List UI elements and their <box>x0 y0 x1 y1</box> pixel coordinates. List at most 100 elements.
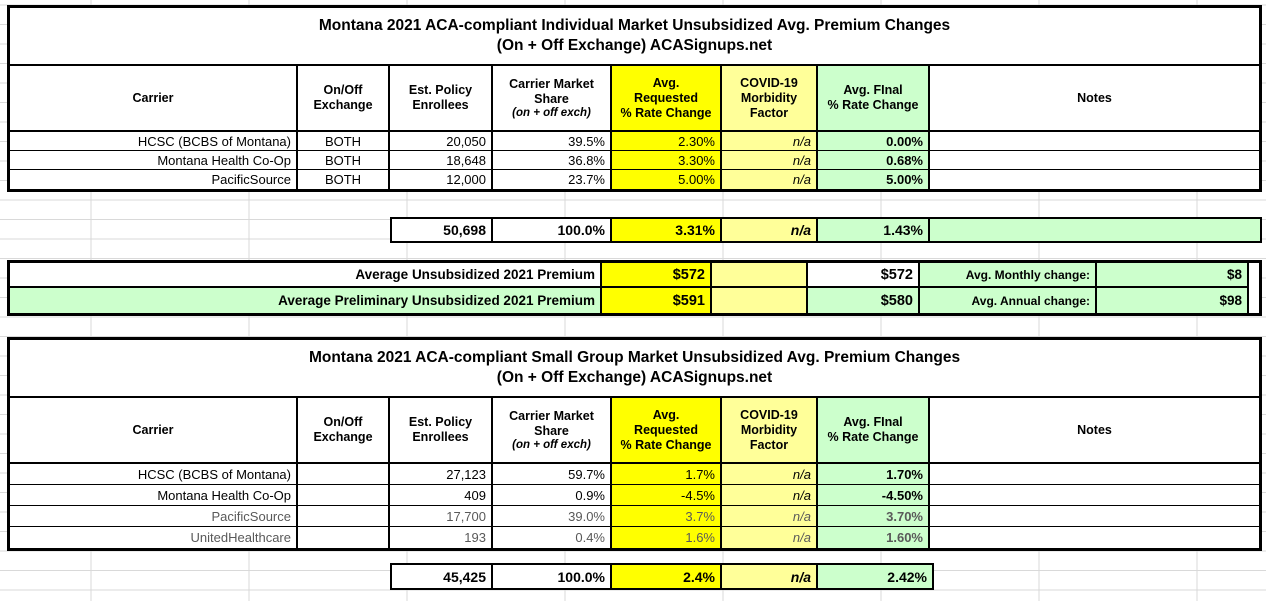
header-exchange[interactable]: On/Off Exchange <box>298 398 390 462</box>
cell-requested-rate[interactable]: 5.00% <box>612 170 722 189</box>
total-requested-rate[interactable]: 2.4% <box>612 565 722 588</box>
cell-enrollees[interactable]: 409 <box>390 485 493 506</box>
cell-exchange[interactable]: BOTH <box>298 151 390 170</box>
annual-change-label[interactable]: Avg. Annual change: <box>920 288 1097 313</box>
cell-carrier[interactable]: PacificSource <box>10 506 298 527</box>
cell-final-rate[interactable]: 3.70% <box>818 506 930 527</box>
cell-market-share[interactable]: 36.8% <box>493 151 612 170</box>
cell-covid-factor[interactable]: n/a <box>722 132 818 151</box>
cell-notes[interactable] <box>930 485 1259 506</box>
cell-requested-rate[interactable]: 3.7% <box>612 506 722 527</box>
cell-carrier[interactable]: Montana Health Co-Op <box>10 485 298 506</box>
cell-exchange[interactable] <box>298 506 390 527</box>
cell-final-rate[interactable]: 0.68% <box>818 151 930 170</box>
cell-carrier[interactable]: HCSC (BCBS of Montana) <box>10 464 298 485</box>
cell-covid-factor[interactable]: n/a <box>722 527 818 548</box>
cell-notes[interactable] <box>930 151 1259 170</box>
total-covid-factor[interactable]: n/a <box>722 565 818 588</box>
total-enrollees[interactable]: 50,698 <box>392 219 493 241</box>
cell-final-rate[interactable]: 0.00% <box>818 132 930 151</box>
cell-final-rate[interactable]: 1.70% <box>818 464 930 485</box>
cell-notes[interactable] <box>930 464 1259 485</box>
cell-market-share[interactable]: 0.4% <box>493 527 612 548</box>
header-enrollees[interactable]: Est. Policy Enrollees <box>390 66 493 130</box>
header-exchange[interactable]: On/Off Exchange <box>298 66 390 130</box>
cell-covid-factor[interactable]: n/a <box>722 464 818 485</box>
header-requested-rate[interactable]: Avg. Requested % Rate Change <box>612 398 722 462</box>
total-market-share[interactable]: 100.0% <box>493 565 612 588</box>
cell-enrollees[interactable]: 18,648 <box>390 151 493 170</box>
cell-notes[interactable] <box>930 132 1259 151</box>
header-carrier[interactable]: Carrier <box>10 398 298 462</box>
cell-market-share[interactable]: 23.7% <box>493 170 612 189</box>
header-market-share[interactable]: Carrier Market Share (on + off exch) <box>493 398 612 462</box>
cell-exchange[interactable] <box>298 464 390 485</box>
total-final-rate[interactable]: 1.43% <box>818 219 930 241</box>
total-market-share[interactable]: 100.0% <box>493 219 612 241</box>
cell-final-rate[interactable]: 1.60% <box>818 527 930 548</box>
premium-final-value[interactable]: $580 <box>808 288 920 313</box>
individual-market-table: Montana 2021 ACA-compliant Individual Ma… <box>7 5 1262 192</box>
premium-row-label[interactable]: Average Preliminary Unsubsidized 2021 Pr… <box>10 288 602 313</box>
cell-market-share[interactable]: 59.7% <box>493 464 612 485</box>
header-covid-factor[interactable]: COVID-19 Morbidity Factor <box>722 66 818 130</box>
header-requested-rate[interactable]: Avg. Requested % Rate Change <box>612 66 722 130</box>
cell-carrier[interactable]: UnitedHealthcare <box>10 527 298 548</box>
cell-final-rate[interactable]: -4.50% <box>818 485 930 506</box>
header-market-share[interactable]: Carrier Market Share (on + off exch) <box>493 66 612 130</box>
cell-requested-rate[interactable]: 2.30% <box>612 132 722 151</box>
cell-market-share[interactable]: 39.0% <box>493 506 612 527</box>
small-group-title-cell[interactable]: Montana 2021 ACA-compliant Small Group M… <box>10 340 1259 398</box>
cell-carrier[interactable]: PacificSource <box>10 170 298 189</box>
cell-exchange[interactable]: BOTH <box>298 132 390 151</box>
header-carrier[interactable]: Carrier <box>10 66 298 130</box>
cell-market-share[interactable]: 39.5% <box>493 132 612 151</box>
cell-requested-rate[interactable]: 3.30% <box>612 151 722 170</box>
cell-covid-factor[interactable]: n/a <box>722 506 818 527</box>
cell-final-rate[interactable]: 5.00% <box>818 170 930 189</box>
cell-carrier[interactable]: Montana Health Co-Op <box>10 151 298 170</box>
cell-carrier[interactable]: HCSC (BCBS of Montana) <box>10 132 298 151</box>
cell-covid-factor[interactable]: n/a <box>722 170 818 189</box>
annual-change-value[interactable]: $98 <box>1097 288 1249 313</box>
cell-notes[interactable] <box>930 170 1259 189</box>
cell-requested-rate[interactable]: 1.6% <box>612 527 722 548</box>
header-enrollees[interactable]: Est. Policy Enrollees <box>390 398 493 462</box>
monthly-change-value[interactable]: $8 <box>1097 263 1249 288</box>
header-notes[interactable]: Notes <box>930 66 1259 130</box>
small-group-table: Montana 2021 ACA-compliant Small Group M… <box>7 337 1262 551</box>
cell-enrollees[interactable]: 17,700 <box>390 506 493 527</box>
premium-covid-cell[interactable] <box>712 263 808 288</box>
premium-requested-value[interactable]: $572 <box>602 263 712 288</box>
cell-requested-rate[interactable]: 1.7% <box>612 464 722 485</box>
premium-final-value[interactable]: $572 <box>808 263 920 288</box>
cell-enrollees[interactable]: 20,050 <box>390 132 493 151</box>
total-requested-rate[interactable]: 3.31% <box>612 219 722 241</box>
cell-notes[interactable] <box>930 527 1259 548</box>
total-enrollees[interactable]: 45,425 <box>392 565 493 588</box>
header-covid-factor[interactable]: COVID-19 Morbidity Factor <box>722 398 818 462</box>
premium-row-label[interactable]: Average Unsubsidized 2021 Premium <box>10 263 602 288</box>
premium-requested-value[interactable]: $591 <box>602 288 712 313</box>
total-final-rate[interactable]: 2.42% <box>818 565 932 588</box>
cell-enrollees[interactable]: 193 <box>390 527 493 548</box>
monthly-change-label[interactable]: Avg. Monthly change: <box>920 263 1097 288</box>
header-notes[interactable]: Notes <box>930 398 1259 462</box>
cell-enrollees[interactable]: 27,123 <box>390 464 493 485</box>
small-group-totals-row: 45,425 100.0% 2.4% n/a 2.42% <box>390 563 934 590</box>
cell-notes[interactable] <box>930 506 1259 527</box>
total-covid-factor[interactable]: n/a <box>722 219 818 241</box>
cell-enrollees[interactable]: 12,000 <box>390 170 493 189</box>
cell-exchange[interactable] <box>298 527 390 548</box>
total-notes[interactable] <box>930 219 1260 241</box>
header-final-rate[interactable]: Avg. FInal % Rate Change <box>818 66 930 130</box>
cell-market-share[interactable]: 0.9% <box>493 485 612 506</box>
cell-covid-factor[interactable]: n/a <box>722 151 818 170</box>
premium-covid-cell[interactable] <box>712 288 808 313</box>
cell-exchange[interactable]: BOTH <box>298 170 390 189</box>
cell-requested-rate[interactable]: -4.5% <box>612 485 722 506</box>
header-final-rate[interactable]: Avg. FInal % Rate Change <box>818 398 930 462</box>
cell-covid-factor[interactable]: n/a <box>722 485 818 506</box>
individual-market-title-cell[interactable]: Montana 2021 ACA-compliant Individual Ma… <box>10 8 1259 66</box>
cell-exchange[interactable] <box>298 485 390 506</box>
